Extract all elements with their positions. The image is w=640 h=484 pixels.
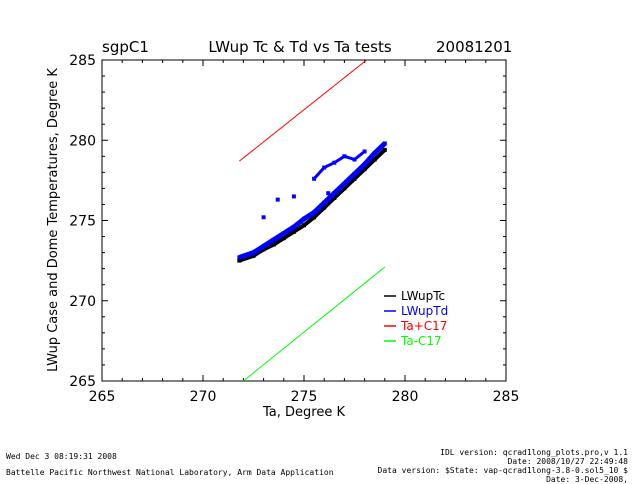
plot-area	[237, 60, 387, 381]
data-point-lwuptc	[352, 176, 357, 181]
x-axis: 265 270 275 280 285	[89, 60, 520, 405]
y-axis: 265 270 275 280 285	[69, 53, 506, 390]
series-band-lwuptd	[238, 141, 387, 260]
data-point-lwuptd	[261, 244, 266, 249]
data-point-lwuptc	[362, 167, 367, 172]
data-point-lwuptc	[322, 205, 327, 210]
data-point-lwuptd	[302, 216, 306, 221]
data-point-lwuptd	[332, 191, 337, 196]
footer-run-time: Wed Dec 3 08:19:31 2008	[6, 452, 117, 461]
legend-label: Ta-C17	[400, 334, 442, 348]
x-tick-label: 265	[89, 389, 116, 405]
data-point-lwuptd	[237, 255, 242, 260]
data-point-lwuptc	[281, 236, 286, 241]
data-point-lwuptd	[362, 162, 367, 167]
series-loop-lwuptd	[312, 150, 366, 180]
data-point-lwuptd	[352, 171, 357, 176]
data-point-lwuptc	[332, 196, 337, 201]
footer-idl-version: IDL version: qcrad1long_plots.pro,v 1.1	[440, 448, 628, 457]
data-point-lwuptd	[322, 200, 327, 205]
data-point-lwuptd	[261, 215, 266, 220]
y-tick-label: 280	[69, 133, 96, 149]
y-tick-label: 285	[69, 53, 96, 69]
series-line-ta-c17	[242, 266, 386, 381]
data-point-lwuptd	[372, 151, 377, 156]
date-label: 20081201	[436, 38, 512, 56]
data-point-lwuptc	[291, 229, 296, 234]
x-tick-label: 270	[190, 389, 217, 405]
x-tick-label: 275	[291, 389, 318, 405]
data-point-lwuptd	[312, 210, 317, 215]
data-point-lwuptc	[271, 242, 276, 247]
data-point-lwuptd	[251, 250, 256, 255]
x-tick-label: 280	[392, 389, 419, 405]
y-tick-label: 275	[69, 214, 96, 230]
x-tick-label: 285	[493, 389, 520, 405]
data-point-lwuptc	[237, 258, 242, 263]
y-tick-label: 270	[69, 294, 96, 310]
data-point-lwuptc	[251, 253, 256, 258]
data-point-lwuptc	[382, 147, 387, 152]
legend-label: LWupTd	[401, 304, 448, 318]
series-line-ta-c17	[239, 60, 368, 162]
x-axis-label: Ta, Degree K	[262, 405, 345, 420]
data-point-lwuptd	[291, 224, 296, 229]
chart-title: LWup Tc & Td vs Ta tests	[208, 38, 392, 56]
footer-right: IDL version: qcrad1long_plots.pro,v 1.1 …	[378, 448, 628, 484]
data-point-lwuptd	[382, 141, 387, 146]
data-point-lwuptd	[275, 197, 280, 202]
footer-left: Wed Dec 3 08:19:31 2008 Battelle Pacific…	[6, 452, 334, 484]
y-tick-label: 265	[69, 374, 96, 390]
data-point-lwuptc	[312, 215, 317, 220]
footer-idl-date: Date: 2008/10/27 22:49:48	[507, 457, 628, 466]
data-point-lwuptd	[291, 194, 296, 199]
data-point-lwuptc	[261, 247, 266, 252]
site-label: sgpC1	[102, 38, 149, 56]
data-point-lwuptc	[302, 223, 306, 228]
data-point-lwuptd	[281, 231, 286, 236]
legend-label: LWupTc	[401, 289, 445, 303]
data-point-lwuptc	[342, 186, 347, 191]
footer-institution: Battelle Pacific Northwest National Labo…	[6, 468, 334, 477]
data-point-lwuptd	[326, 191, 331, 196]
footer-data-version: Data version: $State: vap-qcrad1long-3.8…	[377, 466, 628, 475]
data-point-lwuptd	[342, 181, 347, 186]
data-point-lwuptc	[372, 157, 377, 162]
data-point-lwuptd	[271, 237, 276, 242]
legend-label: Ta+C17	[400, 319, 447, 333]
y-axis-label: LWup Case and Dome Temperatures, Degree …	[46, 68, 61, 372]
